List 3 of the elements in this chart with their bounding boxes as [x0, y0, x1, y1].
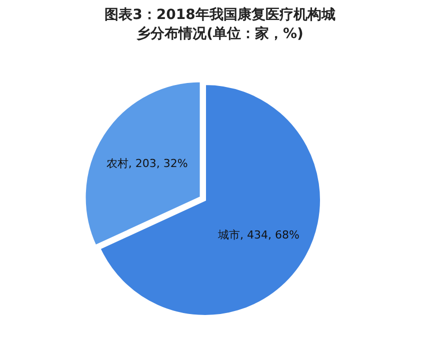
- slice-label: 农村, 203, 32%: [106, 156, 188, 170]
- chart-title: 图表3：2018年我国康复医疗机构城乡分布情况(单位：家，%): [104, 6, 336, 44]
- slice-label: 城市, 434, 68%: [217, 228, 300, 242]
